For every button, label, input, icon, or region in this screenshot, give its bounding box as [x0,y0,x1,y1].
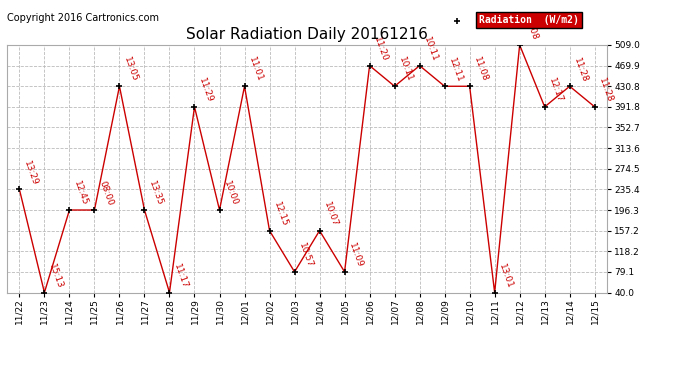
Text: 13:05: 13:05 [122,56,139,84]
Text: 11:29: 11:29 [197,77,215,104]
Text: Copyright 2016 Cartronics.com: Copyright 2016 Cartronics.com [7,13,159,23]
Text: 10:57: 10:57 [297,242,315,269]
Text: Radiation  (W/m2): Radiation (W/m2) [480,15,579,25]
Text: 11:01: 11:01 [247,56,264,84]
Text: 10:07: 10:07 [322,201,339,228]
Text: 11:17: 11:17 [172,262,190,290]
Text: 12:45: 12:45 [72,180,90,207]
Text: 12:17: 12:17 [547,77,564,104]
Text: 11:09: 11:09 [347,242,364,269]
Text: 11:28: 11:28 [598,77,615,104]
Text: 13:29: 13:29 [22,159,39,187]
Text: 12:11: 12:11 [447,56,464,84]
Title: Solar Radiation Daily 20161216: Solar Radiation Daily 20161216 [186,27,428,42]
Text: 15:13: 15:13 [47,262,64,290]
Text: 13:35: 13:35 [147,180,164,207]
Text: 11:28: 11:28 [573,56,590,84]
Text: 08:00: 08:00 [97,180,115,207]
Text: 13:01: 13:01 [497,262,515,290]
Text: 11:08: 11:08 [522,15,540,42]
Text: 10:11: 10:11 [397,56,415,84]
Text: 10:00: 10:00 [222,180,239,207]
Text: 10:11: 10:11 [422,36,440,63]
Text: 11:20: 11:20 [373,36,390,63]
Text: 11:08: 11:08 [473,56,490,84]
Text: 12:15: 12:15 [273,201,290,228]
